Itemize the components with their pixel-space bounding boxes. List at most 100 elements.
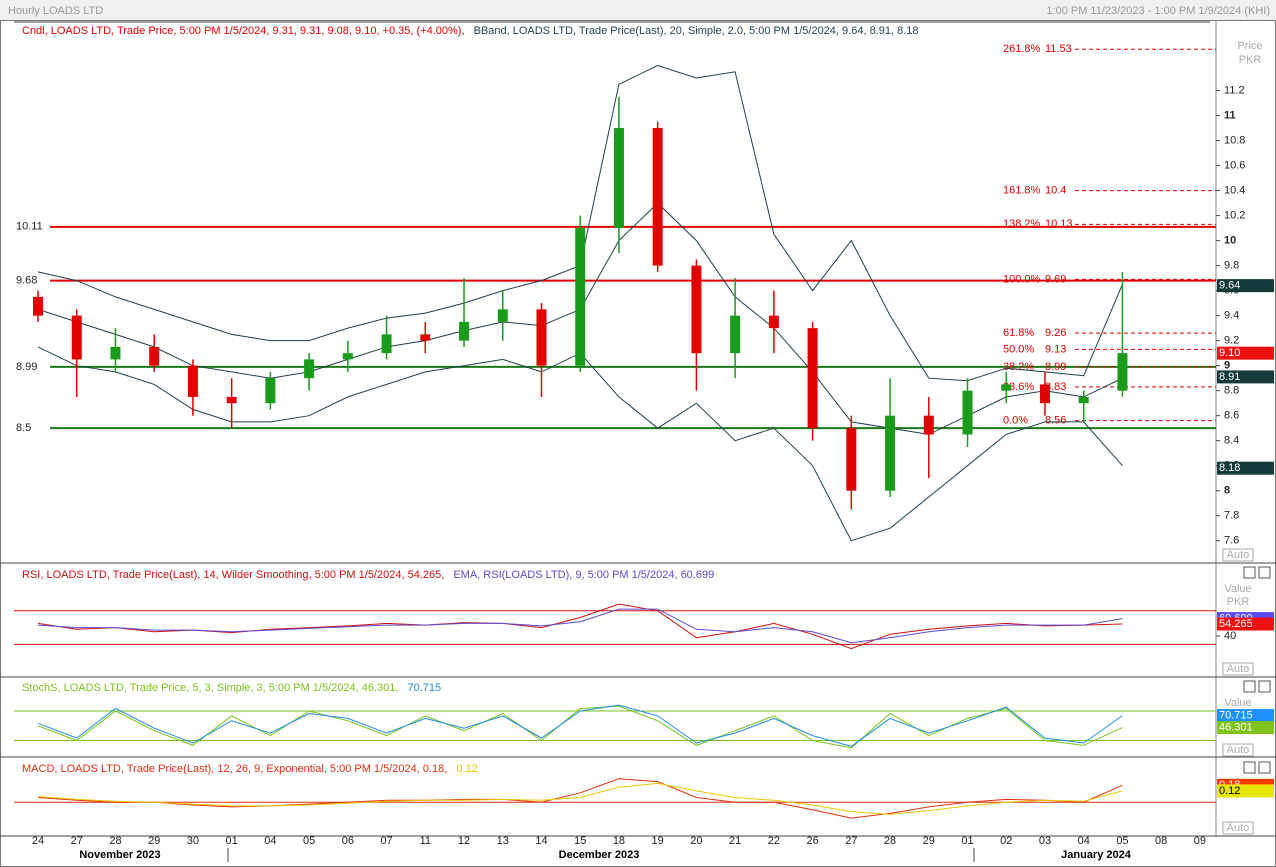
auto-button[interactable] — [1222, 743, 1254, 757]
y-tick-label: 40 — [1224, 630, 1236, 642]
auto-button[interactable] — [1222, 662, 1254, 676]
candle-body — [71, 315, 82, 360]
header-bar — [0, 0, 1276, 20]
minimize-button[interactable] — [1243, 566, 1256, 579]
candle-body — [1117, 353, 1128, 391]
panel-buttons[interactable] — [1243, 566, 1271, 774]
legend-entry: StochS, LOADS LTD, Trade Price, 5, 3, Si… — [22, 682, 398, 694]
y-tick-label: 10 — [1224, 235, 1236, 247]
close-button[interactable] — [1258, 566, 1271, 579]
x-tick-label: 19 — [652, 835, 664, 847]
candle-body — [807, 328, 818, 429]
x-tick-label: 12 — [458, 835, 470, 847]
candle-body — [459, 321, 470, 341]
x-tick-label: 05 — [1116, 835, 1128, 847]
x-tick-label: 18 — [613, 835, 625, 847]
horizontal-line-label: 8.5 — [16, 422, 31, 434]
candle-body — [885, 415, 896, 491]
fib-level: 61.8% — [1003, 327, 1034, 339]
fib-level: 138.2% — [1003, 218, 1041, 230]
candle-body — [33, 296, 43, 316]
indicator-line — [37, 778, 1123, 819]
x-tick-label: 04 — [1078, 835, 1090, 847]
value-marker-label: 70.715 — [1219, 709, 1253, 721]
y-tick-label: 9.8 — [1224, 260, 1239, 272]
value-marker-label: 8.18 — [1219, 462, 1240, 474]
value-marker — [1217, 721, 1274, 735]
bband-lower — [37, 346, 1123, 542]
candle-body — [1001, 384, 1012, 391]
close-button[interactable] — [1258, 761, 1271, 774]
x-tick-label: 28 — [884, 835, 896, 847]
candle-body — [923, 415, 934, 435]
x-tick-label: 01 — [961, 835, 973, 847]
close-button[interactable] — [1258, 680, 1271, 693]
legend: StochS, LOADS LTD, Trade Price, 5, 3, Si… — [22, 682, 450, 694]
legend-gap — [925, 25, 928, 37]
value-marker-label: 54.265 — [1219, 618, 1253, 630]
legend: MACD, LOADS LTD, Trade Price(Last), 12, … — [22, 763, 487, 775]
y-tick-label: 8.4 — [1224, 435, 1239, 447]
axis-title: Value — [1224, 583, 1251, 595]
fib-level: 50.0% — [1003, 343, 1034, 355]
fib-value: 10.13 — [1045, 218, 1073, 230]
fib-value: 9.26 — [1045, 327, 1066, 339]
y-tick-label: 8.6 — [1224, 410, 1239, 422]
auto-label: Auto — [1227, 744, 1250, 756]
fib-value: 11.53 — [1045, 43, 1072, 55]
fib-level: 38.2% — [1003, 361, 1034, 373]
minimize-button[interactable] — [1243, 761, 1256, 774]
x-tick-label: 09 — [1194, 835, 1206, 847]
fib-level: 161.8% — [1003, 184, 1041, 196]
date-range: 1:00 PM 11/23/2023 - 1:00 PM 1/9/2024 (K… — [1046, 5, 1270, 17]
value-marker — [1217, 617, 1274, 631]
candle-body — [304, 359, 315, 379]
legend-entry: RSI, LOADS LTD, Trade Price(Last), 14, W… — [22, 569, 444, 581]
frame — [0, 20, 1276, 867]
legend-gap — [484, 763, 487, 775]
value-marker — [1217, 346, 1274, 360]
value-marker-label: 9.10 — [1219, 347, 1240, 359]
fib-value: 8.83 — [1045, 381, 1066, 393]
candle-body — [691, 265, 702, 354]
candle-body — [226, 396, 237, 404]
legend-entry: Cndl, LOADS LTD, Trade Price, 5:00 PM 1/… — [22, 25, 465, 37]
candle-body — [652, 128, 663, 266]
indicator-line — [37, 608, 1123, 644]
axis-unit: PKR — [1239, 54, 1262, 66]
horizontal-line-label: 8.99 — [16, 361, 37, 373]
legend-entry: 0.12 — [456, 763, 477, 775]
fib-value: 9.13 — [1045, 343, 1066, 355]
axis-title: Price — [1237, 40, 1262, 52]
y-tick-label: 7.8 — [1224, 510, 1239, 522]
y-tick-label: 10.6 — [1224, 159, 1245, 171]
x-tick-label: 30 — [187, 835, 199, 847]
month-label: December 2023 — [559, 849, 640, 861]
value-marker — [1217, 461, 1274, 475]
axis-unit: PKR — [1227, 596, 1250, 608]
minimize-button[interactable] — [1243, 680, 1256, 693]
fib-level: 261.8% — [1003, 43, 1041, 55]
fib-level: 100.0% — [1003, 273, 1041, 285]
indicator-line — [37, 705, 1123, 749]
x-tick-label: 06 — [342, 835, 354, 847]
x-tick-label: 29 — [148, 835, 160, 847]
fib-value: 10.4 — [1045, 184, 1066, 196]
candle-body — [342, 353, 353, 360]
x-tick-label: 24 — [32, 835, 44, 847]
candle-body — [497, 309, 508, 322]
fib-value: 8.99 — [1045, 361, 1066, 373]
x-tick-label: 21 — [729, 835, 741, 847]
auto-button[interactable] — [1222, 821, 1254, 835]
x-tick-label: 11 — [420, 835, 431, 847]
axis-title: Value — [1224, 697, 1251, 709]
auto-button[interactable] — [1222, 548, 1254, 562]
value-marker-label: 0.12 — [1219, 785, 1240, 797]
y-tick-label: 9.4 — [1224, 310, 1239, 322]
horizontal-line-label: 10.11 — [16, 221, 43, 233]
x-tick-label: 28 — [109, 835, 121, 847]
x-tick-label: 03 — [1039, 835, 1051, 847]
candle-body — [110, 346, 121, 360]
fib-value: 9.69 — [1045, 273, 1066, 285]
